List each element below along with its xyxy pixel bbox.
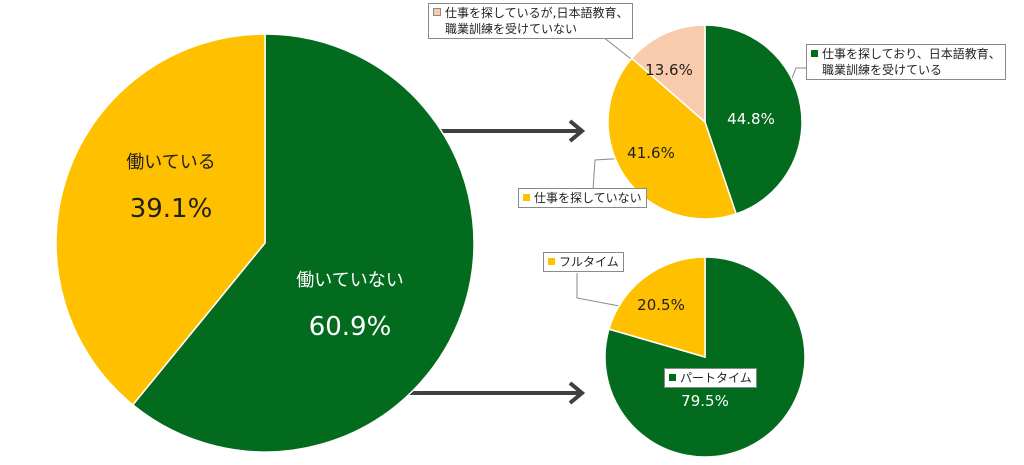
main-working-value: 39.1% bbox=[129, 194, 213, 224]
main-pie-slice-1 bbox=[131, 33, 475, 453]
top-pie-slice-0 bbox=[704, 24, 803, 215]
top-not-seeking-value: 41.6% bbox=[627, 144, 675, 162]
connector-to-not-working-detail-arrowhead bbox=[568, 119, 586, 143]
top-pie-slice-2 bbox=[630, 24, 706, 124]
callout-not-seeking: 仕事を探していない bbox=[518, 188, 647, 208]
leader-full-time bbox=[576, 273, 631, 309]
callout-not-seeking-text: 仕事を探していない bbox=[534, 191, 642, 205]
main-pie-slice-0 bbox=[55, 33, 266, 406]
top-pie-slice-1 bbox=[607, 57, 738, 220]
callout-seeking-trained: 仕事を探しており、日本語教育、 職業訓練を受けている bbox=[806, 44, 1006, 80]
callout-part-time: パートタイム bbox=[664, 368, 757, 388]
callout-seeking-untrained: 仕事を探しているが,日本語教育、 職業訓練を受けていない bbox=[428, 3, 634, 39]
main-working-label: 働いている bbox=[126, 152, 216, 173]
callout-seeking-trained-line2: 職業訓練を受けている bbox=[822, 63, 943, 77]
callout-full-time-text: フルタイム bbox=[559, 255, 619, 269]
bottom-part-time-value: 79.5% bbox=[681, 392, 729, 410]
callout-part-time-text: パートタイム bbox=[680, 371, 752, 385]
legend-swatch-green bbox=[811, 50, 818, 57]
top-seeking-trained-value: 44.8% bbox=[727, 110, 775, 128]
legend-swatch-peach bbox=[433, 8, 441, 16]
callout-full-time: フルタイム bbox=[543, 252, 624, 272]
callout-seeking-trained-line1: 仕事を探しており、日本語教育、 bbox=[822, 47, 1001, 61]
top-seeking-untrained-value: 13.6% bbox=[645, 61, 693, 79]
callout-seeking-untrained-line2: 職業訓練を受けていない bbox=[445, 22, 578, 36]
callout-seeking-untrained-line1: 仕事を探しているが,日本語教育、 bbox=[445, 6, 629, 20]
connector-to-working-detail-arrowhead bbox=[568, 381, 586, 405]
legend-swatch-yellow-2 bbox=[548, 258, 555, 265]
main-not-working-value: 60.9% bbox=[308, 312, 392, 342]
legend-swatch-yellow bbox=[523, 194, 530, 201]
bottom-full-time-value: 20.5% bbox=[637, 296, 685, 314]
main-not-working-label: 働いていない bbox=[296, 270, 404, 291]
legend-swatch-green-2 bbox=[669, 374, 676, 381]
bottom-pie-slice-1 bbox=[608, 256, 706, 358]
